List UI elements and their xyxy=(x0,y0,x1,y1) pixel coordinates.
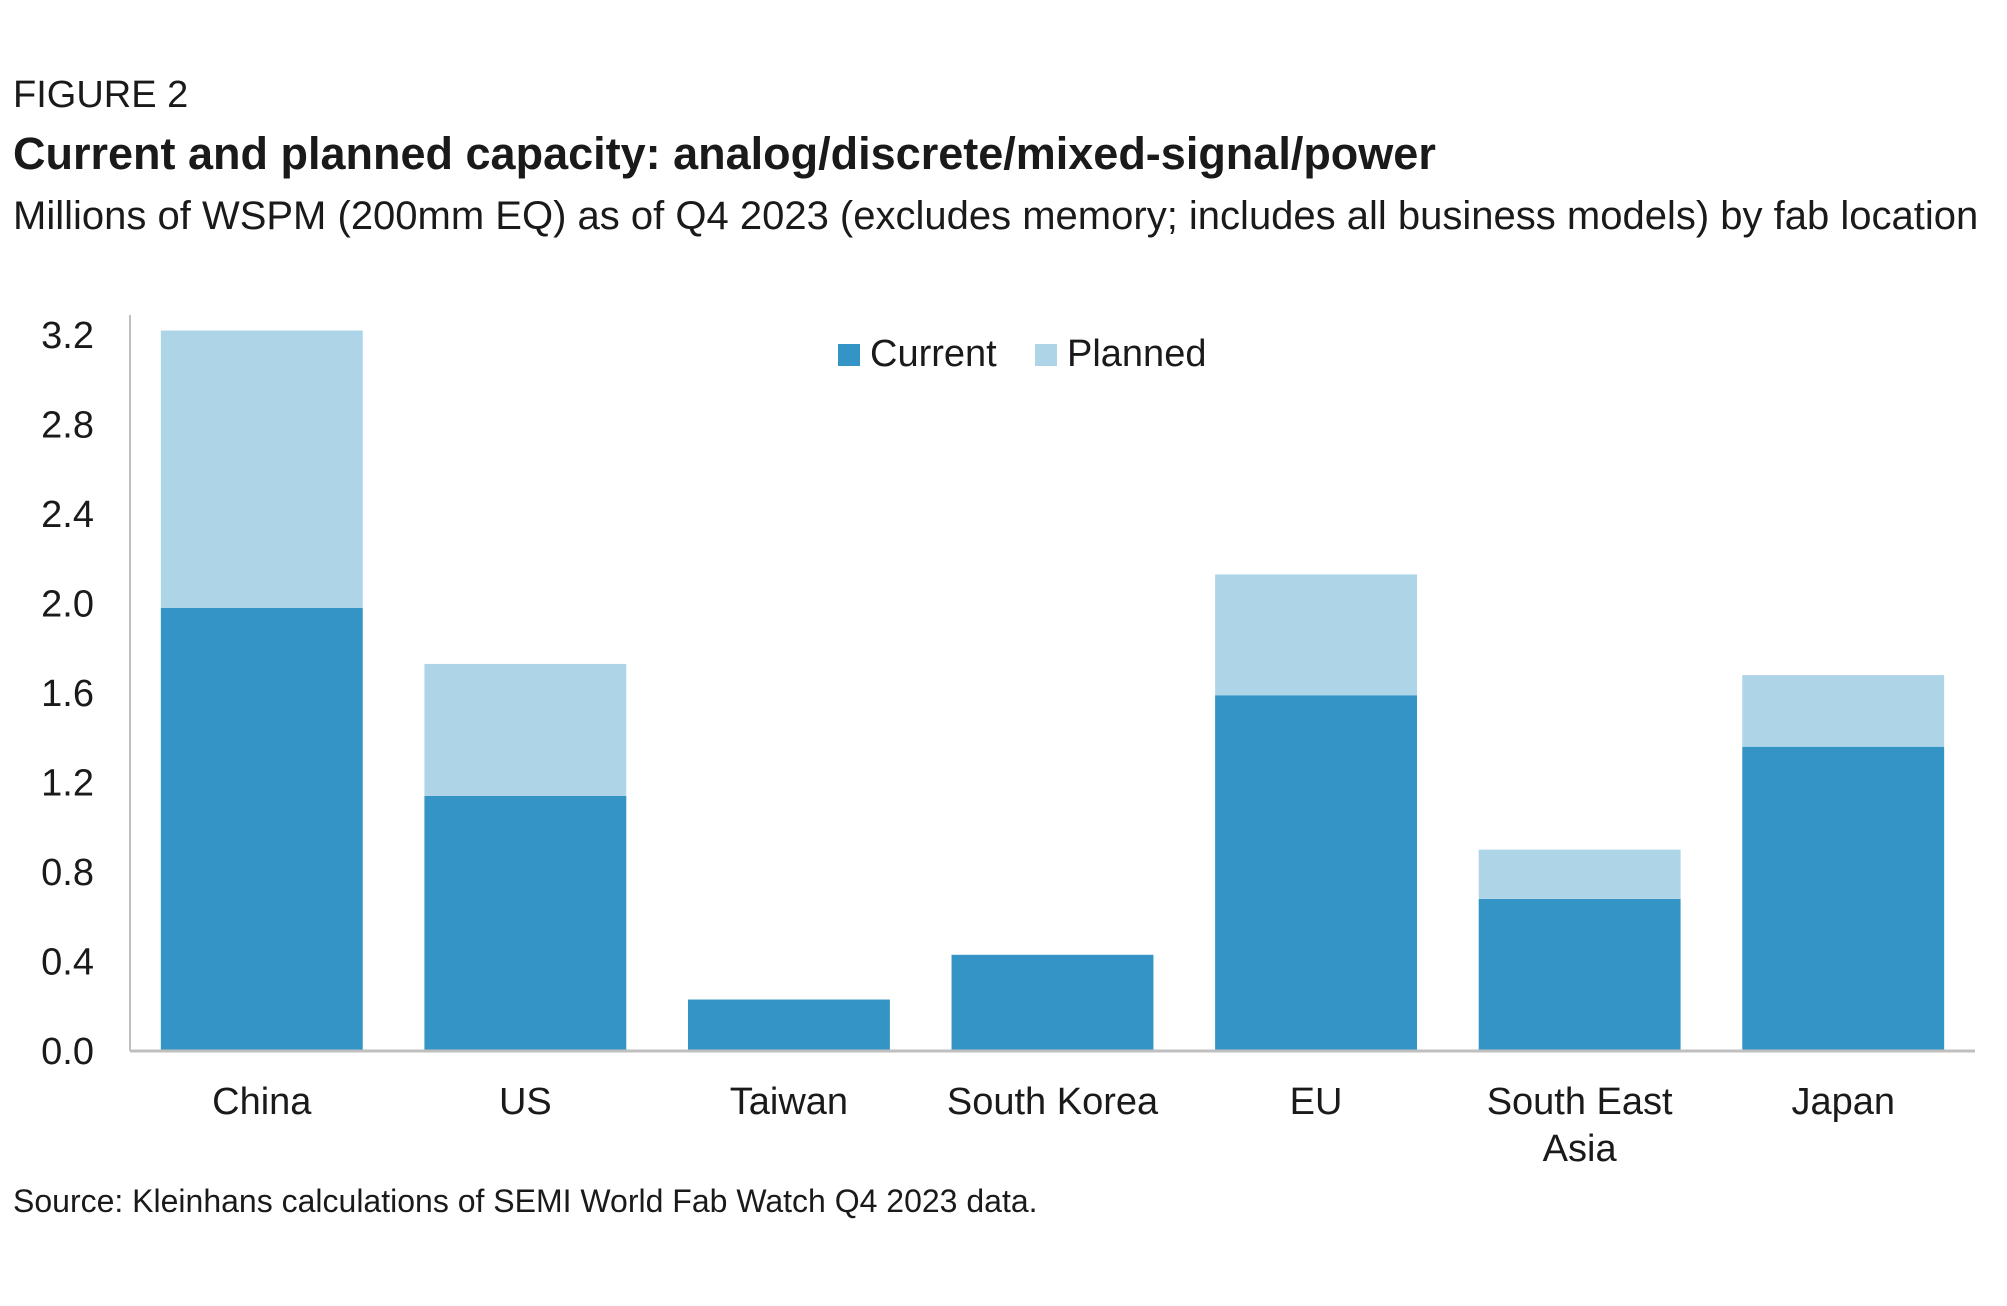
y-tick-label: 2.4 xyxy=(41,494,94,536)
bar-groups xyxy=(160,330,1945,1051)
bar-current-segment xyxy=(160,607,363,1051)
bar-current-segment xyxy=(1215,695,1418,1051)
bar-planned-segment xyxy=(424,663,627,796)
y-tick-label: 1.2 xyxy=(41,763,94,805)
bar-planned-segment xyxy=(1215,574,1418,696)
y-tick-label: 2.0 xyxy=(41,584,94,626)
bar-planned-segment xyxy=(1478,849,1681,899)
bar-planned-segment xyxy=(1742,675,1945,747)
bar-planned-segment xyxy=(160,330,363,608)
legend-label-planned: Planned xyxy=(1067,333,1206,375)
legend-label-current: Current xyxy=(870,333,997,375)
bar-current-segment xyxy=(687,999,890,1051)
x-tick-label: South East Asia xyxy=(1487,1081,1673,1170)
bar-current-segment xyxy=(1742,746,1945,1051)
y-tick-label: 1.6 xyxy=(41,673,94,715)
x-tick-label: China xyxy=(212,1081,312,1123)
x-tick-label: South Korea xyxy=(947,1081,1159,1123)
chart-subtitle: Millions of WSPM (200mm EQ) as of Q4 202… xyxy=(13,194,1979,238)
legend-swatch-current xyxy=(838,344,860,366)
y-tick-label: 0.0 xyxy=(41,1031,94,1073)
legend-swatch-planned xyxy=(1035,344,1057,366)
legend: Current Planned xyxy=(838,333,1206,375)
source-note: Source: Kleinhans calculations of SEMI W… xyxy=(13,1183,1038,1219)
y-tick-label: 0.4 xyxy=(41,942,94,984)
y-tick-label: 3.2 xyxy=(41,315,94,357)
stacked-bar-chart: 0.0 0.4 0.8 1.2 1.6 2.0 2.4 2.8 3.2 China US Taiwa… xyxy=(41,315,1975,1170)
y-axis-ticks: 0.0 0.4 0.8 1.2 1.6 2.0 2.4 2.8 3.2 xyxy=(41,315,94,1073)
x-axis-ticks: China US Taiwan South Korea EU South East Asia… xyxy=(212,1081,1895,1170)
bar-current-segment xyxy=(424,795,627,1051)
x-tick-label: EU xyxy=(1290,1081,1343,1123)
x-tick-label: Japan xyxy=(1791,1081,1895,1123)
figure-label: FIGURE 2 xyxy=(13,74,189,116)
y-tick-label: 0.8 xyxy=(41,852,94,894)
x-tick-label: Taiwan xyxy=(730,1081,848,1123)
bar-current-segment xyxy=(1478,898,1681,1051)
chart-title: Current and planned capacity: analog/dis… xyxy=(13,128,1436,179)
y-tick-label: 2.8 xyxy=(41,405,94,447)
x-tick-label: US xyxy=(499,1081,552,1123)
bar-current-segment xyxy=(951,954,1154,1051)
